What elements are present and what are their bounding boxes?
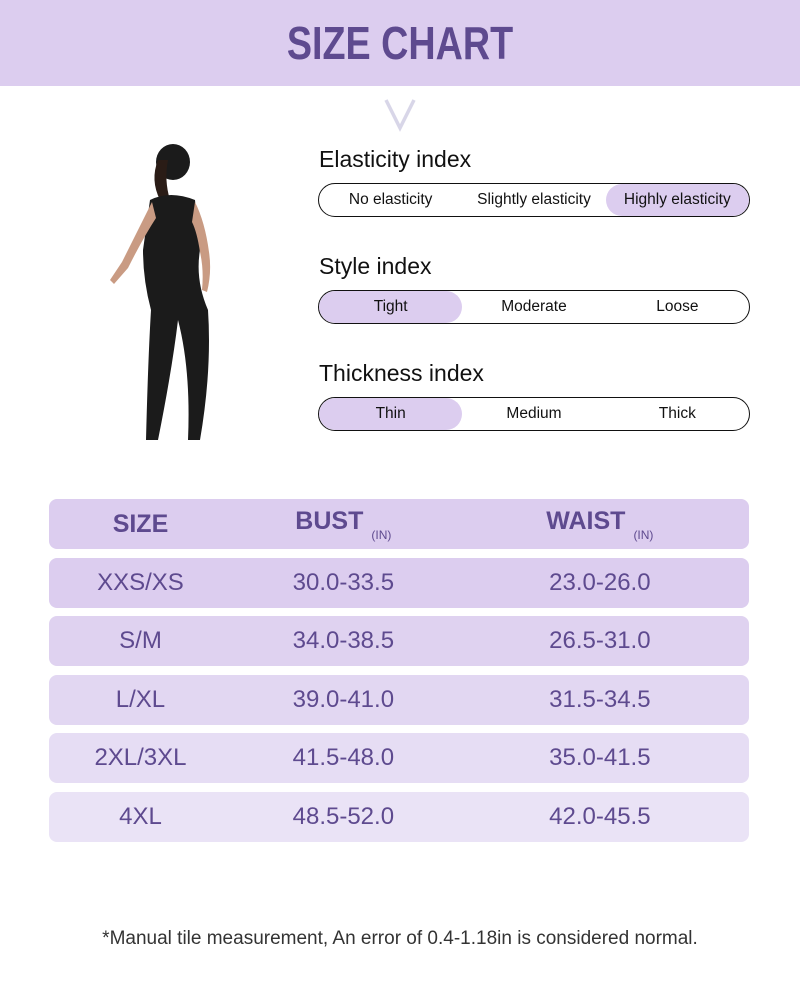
- waist-cell: 35.0-41.5: [549, 744, 651, 772]
- bust-cell: 39.0-41.0: [292, 685, 395, 713]
- table-header: SIZE BUST (IN) WAIST (IN): [49, 499, 749, 549]
- table-row: L/XL 39.0-41.0 31.5-34.5: [49, 674, 749, 725]
- measurement-note: *Manual tile measurement, An error of 0.…: [102, 928, 698, 949]
- bust-cell: 41.5-48.0: [292, 744, 395, 772]
- size-cell: S/M: [119, 627, 162, 655]
- table-row: 2XL/3XL 41.5-48.0 35.0-41.5: [49, 733, 749, 784]
- waist-cell: 42.0-45.5: [549, 802, 651, 830]
- option-moderate: Moderate: [501, 298, 567, 315]
- waist-cell: 31.5-34.5: [549, 685, 651, 713]
- header-waist: WAIST (IN): [451, 507, 749, 542]
- option-no-elasticity: No elasticity: [348, 191, 433, 208]
- unit-label: (IN): [633, 527, 654, 542]
- bust-cell: 30.0-33.5: [292, 568, 395, 596]
- option-loose: Loose: [656, 298, 699, 315]
- waist-cell: 26.5-31.0: [549, 627, 651, 655]
- style-index: Style index Tight Moderate Loose: [318, 253, 750, 324]
- elasticity-scale: No elasticity Slightly elasticity Highly…: [318, 183, 750, 217]
- option-thick: Thick: [658, 405, 696, 422]
- index-label: Style index: [319, 253, 432, 279]
- size-cell: 2XL/3XL: [94, 744, 187, 772]
- bust-cell: 48.5-52.0: [292, 802, 395, 830]
- page-title: SIZE CHART: [286, 17, 514, 69]
- title-banner: SIZE CHART: [0, 0, 800, 86]
- header-bust: BUST (IN): [236, 507, 451, 542]
- option-tight: Tight: [319, 291, 463, 323]
- option-thin: Thin: [319, 398, 463, 430]
- header-label: WAIST: [546, 506, 626, 535]
- size-cell: L/XL: [115, 685, 166, 713]
- thickness-index: Thickness index Thin Medium Thick: [318, 360, 750, 431]
- header-label: SIZE: [112, 509, 169, 538]
- waist-cell: 23.0-26.0: [549, 568, 651, 596]
- option-highly-elasticity: Highly elasticity: [605, 184, 749, 216]
- table-row: 4XL 48.5-52.0 42.0-45.5: [49, 791, 749, 842]
- table-row: S/M 34.0-38.5 26.5-31.0: [49, 616, 749, 667]
- header-size: SIZE: [49, 510, 232, 539]
- bust-cell: 34.0-38.5: [292, 627, 395, 655]
- option-medium: Medium: [506, 405, 562, 422]
- table-row: XXS/XS 30.0-33.5 23.0-26.0: [49, 557, 749, 608]
- size-cell: XXS/XS: [97, 568, 184, 596]
- index-label: Elasticity index: [319, 146, 472, 172]
- thickness-scale: Thin Medium Thick: [318, 397, 750, 431]
- option-slightly-elasticity: Slightly elasticity: [477, 191, 591, 208]
- size-cell: 4XL: [119, 802, 162, 830]
- header-label: BUST: [295, 506, 364, 535]
- elasticity-index: Elasticity index No elasticity Slightly …: [318, 146, 750, 217]
- index-label: Thickness index: [319, 360, 484, 386]
- chevron-down-icon: [384, 99, 416, 132]
- product-model-image: [110, 144, 211, 440]
- unit-label: (IN): [371, 527, 392, 542]
- style-scale: Tight Moderate Loose: [318, 290, 750, 324]
- size-table: SIZE BUST (IN) WAIST (IN) XXS/XS 30.0-33.5 2…: [49, 499, 749, 851]
